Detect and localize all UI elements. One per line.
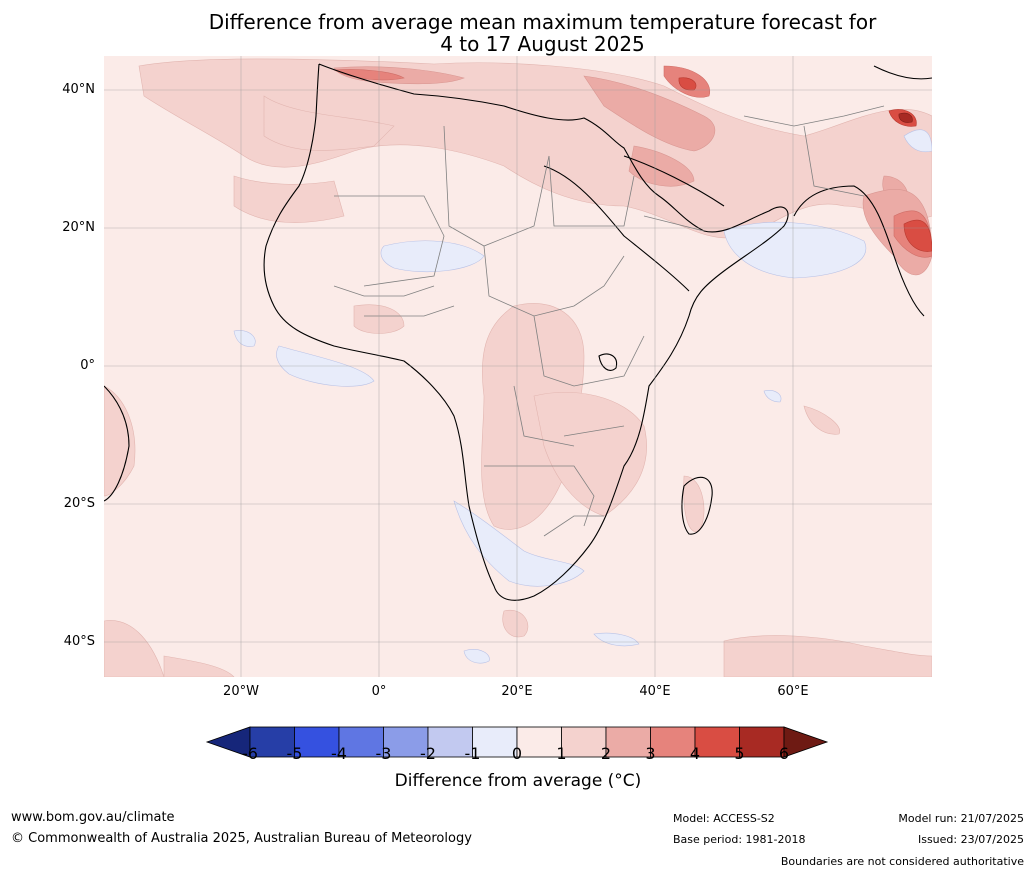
colorbar-tick-label: 5 [734,744,745,763]
colorbar-label: Difference from average (°C) [394,771,642,791]
anomaly-band-negative [233,129,932,664]
lon-label-60e: 60°E [777,684,809,699]
colorbar-tick-label: 1 [556,744,567,763]
colorbar-tick-label: -2 [420,744,436,763]
colorbar-tick-label: -4 [331,744,347,763]
colorbar-segment [605,726,651,758]
anomaly-band-2-3 [333,66,932,276]
colorbar-segment [383,726,429,758]
footer-model: Model: ACCESS-S2 [673,812,775,825]
colorbar-segment [427,726,473,758]
colorbar-segment [561,726,607,758]
colorbar-segment [739,726,785,758]
anomaly-band-5-6 [898,112,913,123]
lat-label-20s: 20°S [63,496,95,511]
colorbar-tick-label: -5 [286,744,303,763]
colorbar-extend-high [783,726,829,758]
footer-disclaimer: Boundaries are not considered authoritat… [780,855,1024,868]
footer-url: www.bom.gov.au/climate [11,810,175,825]
colorbar-tick-label: 4 [689,744,701,763]
map-title-line-2: 4 to 17 August 2025 [440,32,645,56]
forecast-map [104,56,932,677]
colorbar [205,726,829,758]
lon-label-20e: 20°E [501,684,533,699]
country-borders [333,105,885,537]
lat-label-20n: 20°N [62,220,95,235]
lat-label-40n: 40°N [62,82,95,97]
colorbar-tick-label: -3 [375,744,392,763]
lon-label-0: 0° [371,684,387,699]
colorbar-segment [294,726,340,758]
colorbar-segment [249,726,295,758]
lat-label-40s: 40°S [63,634,95,649]
coastlines [104,63,932,601]
footer-copyright: © Commonwealth of Australia 2025, Austra… [11,831,472,846]
colorbar-segment [694,726,740,758]
lat-label-equator: 0° [80,358,95,373]
graticule [104,56,932,677]
anomaly-band-1-2 [104,58,932,677]
colorbar-tick-label: 6 [778,744,790,763]
colorbar-segment [650,726,696,758]
colorbar-segment [472,726,518,758]
footer-issued: Issued: 23/07/2025 [917,833,1024,846]
lon-label-40e: 40°E [639,684,671,699]
map-title-line-1: Difference from average mean maximum tem… [208,10,877,34]
colorbar-segment [516,726,562,758]
colorbar-tick-label: 2 [600,744,612,763]
lon-label-20w: 20°W [223,684,259,699]
colorbar-tick-label: -6 [242,744,258,763]
colorbar-segment [338,726,384,758]
colorbar-tick-label: 0 [511,744,523,763]
forecast-map-canvas [104,56,932,677]
footer-model-run: Model run: 21/07/2025 [898,812,1024,825]
colorbar-tick-label: 3 [645,744,656,763]
colorbar-tick-label: -1 [464,744,481,763]
footer-base-period: Base period: 1981-2018 [673,833,806,846]
